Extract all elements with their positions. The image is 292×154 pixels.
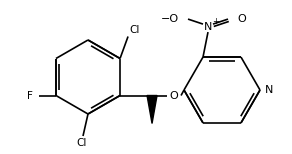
Text: N: N — [265, 85, 273, 95]
Text: Cl: Cl — [77, 138, 87, 148]
Text: −O: −O — [161, 14, 179, 24]
Text: N: N — [204, 22, 212, 32]
Text: +: + — [213, 17, 219, 26]
Text: F: F — [27, 91, 33, 101]
Polygon shape — [147, 95, 157, 124]
Text: Cl: Cl — [129, 24, 139, 34]
Text: O: O — [237, 14, 246, 24]
Text: O: O — [170, 91, 178, 101]
